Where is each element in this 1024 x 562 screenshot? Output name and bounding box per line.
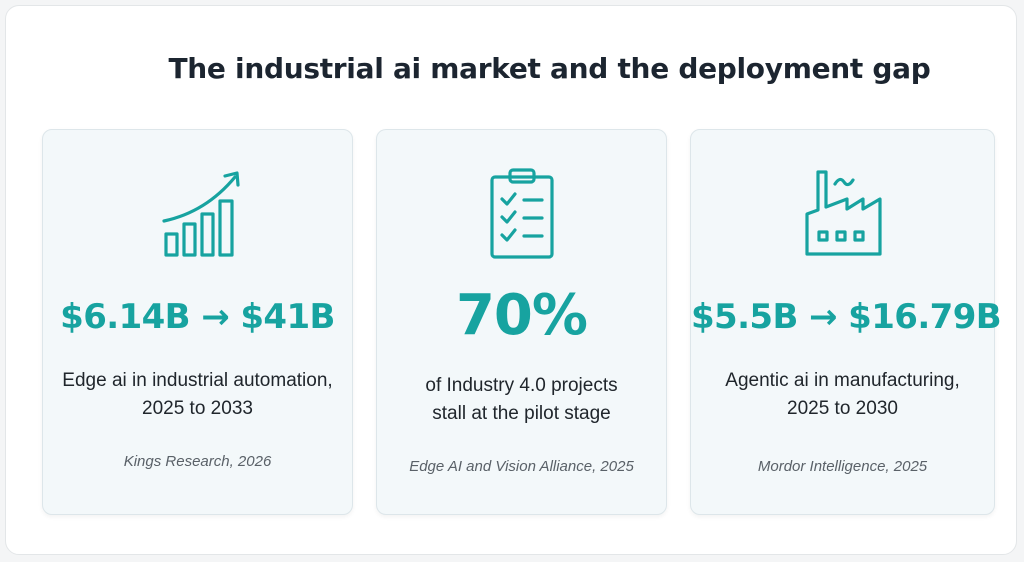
- page-title: The industrial ai market and the deploym…: [168, 52, 931, 85]
- stat-value: $5.5B → $16.79B: [691, 297, 1002, 337]
- infographic-frame: The industrial ai market and the deploym…: [5, 5, 1017, 555]
- factory-icon: [691, 162, 994, 262]
- source-citation: Mordor Intelligence, 2025: [757, 458, 928, 475]
- stat-description: Edge ai in industrial automation, 2025 t…: [43, 367, 352, 423]
- description-line: of Industry 4.0 projects: [425, 375, 618, 396]
- stat-value: $6.14B → $41B: [60, 297, 335, 337]
- description-line: Edge ai in industrial automation,: [62, 370, 333, 391]
- clipboard-checklist-icon: [377, 162, 666, 262]
- source-citation: Kings Research, 2026: [123, 453, 272, 470]
- stat-value: 70%: [455, 283, 588, 348]
- growth-chart-icon: [43, 162, 352, 262]
- stat-description: Agentic ai in manufacturing, 2025 to 203…: [691, 367, 994, 423]
- stat-description: of Industry 4.0 projects stall at the pi…: [377, 372, 666, 428]
- description-line: 2025 to 2030: [787, 398, 898, 419]
- description-line: stall at the pilot stage: [432, 403, 611, 424]
- stat-card-pilot-stall: 70% of Industry 4.0 projects stall at th…: [376, 129, 667, 515]
- stat-card-edge-ai: $6.14B → $41B Edge ai in industrial auto…: [42, 129, 353, 515]
- stat-card-agentic-ai: $5.5B → $16.79B Agentic ai in manufactur…: [690, 129, 1002, 515]
- description-line: 2025 to 2033: [142, 398, 253, 419]
- source-citation: Edge AI and Vision Alliance, 2025: [409, 458, 634, 475]
- description-line: Agentic ai in manufacturing,: [725, 370, 960, 391]
